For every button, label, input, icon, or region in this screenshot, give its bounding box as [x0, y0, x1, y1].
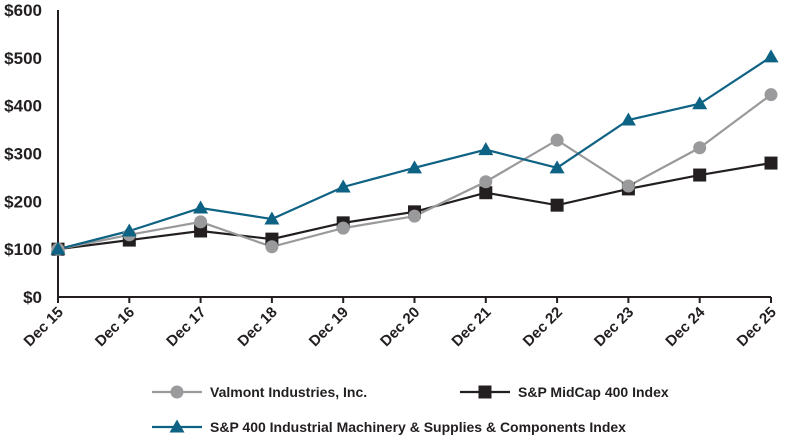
y-tick-label: $200 [4, 192, 42, 211]
data-point-circle [408, 209, 421, 223]
y-tick-label: $100 [4, 240, 42, 259]
data-point-square [693, 168, 707, 182]
data-point-circle [550, 133, 564, 147]
data-point-circle [693, 141, 707, 155]
legend-marker-circle [170, 385, 184, 399]
x-tick-label: Dec 20 [377, 304, 423, 350]
data-point-triangle [620, 112, 636, 126]
y-tick-label: $600 [4, 1, 42, 20]
legend-label: S&P 400 Industrial Machinery & Supplies … [210, 419, 626, 435]
x-tick-label: Dec 25 [734, 304, 780, 350]
data-point-triangle [335, 179, 351, 193]
data-point-circle [479, 175, 493, 189]
legend-label: S&P MidCap 400 Index [518, 384, 669, 400]
x-tick-label: Dec 23 [591, 304, 637, 350]
data-point-triangle [264, 211, 280, 225]
y-tick-label: $0 [23, 288, 42, 307]
data-point-square [550, 198, 564, 212]
data-point-circle [621, 179, 635, 193]
x-tick-label: Dec 19 [306, 304, 352, 350]
data-point-triangle [193, 200, 209, 214]
x-tick-label: Dec 15 [21, 304, 67, 350]
legend-marker-triangle [169, 419, 185, 433]
x-tick-label: Dec 21 [448, 304, 494, 350]
data-point-circle [194, 215, 208, 229]
data-point-triangle [692, 96, 708, 110]
data-point-triangle [549, 160, 565, 174]
x-tick-label: Dec 17 [163, 304, 209, 350]
data-point-triangle [763, 49, 779, 63]
data-point-triangle [121, 223, 137, 237]
data-point-circle [265, 240, 279, 254]
x-tick-label: Dec 16 [92, 304, 138, 350]
x-tick-label: Dec 22 [520, 304, 566, 350]
y-tick-label: $500 [4, 49, 42, 68]
legend-label: Valmont Industries, Inc. [210, 384, 367, 400]
data-point-circle [764, 88, 778, 102]
data-point-triangle [478, 142, 494, 156]
data-point-square [194, 224, 208, 238]
data-point-square [764, 156, 778, 170]
legend-marker-square [478, 385, 492, 399]
data-point-triangle [407, 160, 422, 174]
x-tick-label: Dec 24 [662, 303, 709, 350]
data-point-triangle [50, 241, 66, 255]
y-tick-label: $300 [4, 145, 42, 164]
x-tick-label: Dec 18 [235, 304, 281, 350]
data-point-circle [336, 221, 350, 235]
data-point-square [479, 186, 493, 200]
y-tick-label: $400 [4, 97, 42, 116]
